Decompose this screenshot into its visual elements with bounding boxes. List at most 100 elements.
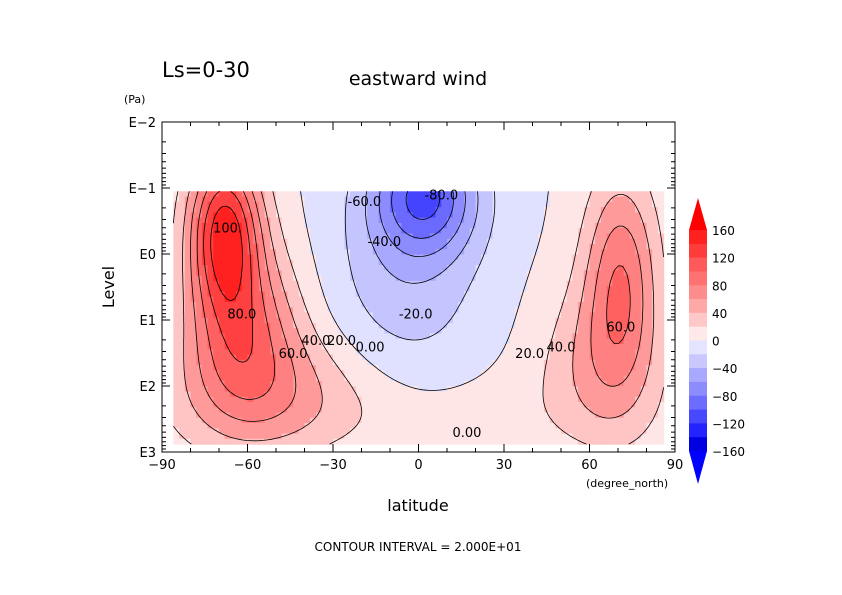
- field-cell: [646, 312, 653, 319]
- field-cell: [572, 254, 579, 261]
- field-cell: [372, 433, 380, 440]
- field-cell: [333, 349, 340, 356]
- field-cell: [657, 301, 665, 308]
- field-cell: [315, 333, 323, 340]
- field-cell: [196, 438, 203, 445]
- field-cell: [219, 238, 226, 245]
- field-cell: [458, 312, 465, 319]
- field-cell: [486, 265, 494, 271]
- field-cell: [298, 333, 306, 340]
- field-cell: [327, 233, 334, 240]
- field-cell: [532, 417, 539, 424]
- field-cell: [412, 286, 420, 292]
- field-cell: [196, 222, 203, 229]
- field-cell: [521, 312, 528, 319]
- field-cell: [179, 328, 186, 335]
- field-cell: [612, 317, 619, 324]
- field-cell: [549, 349, 556, 356]
- field-cell: [509, 217, 516, 224]
- field-cell: [173, 280, 180, 287]
- field-cell: [595, 370, 602, 377]
- field-cell: [612, 196, 619, 203]
- field-cell: [458, 191, 465, 198]
- field-cell: [629, 291, 636, 298]
- field-cell: [441, 333, 448, 340]
- field-cell: [190, 328, 197, 335]
- field-cell: [407, 243, 414, 250]
- field-cell: [646, 354, 653, 361]
- field-cell: [526, 275, 534, 282]
- field-cell: [623, 207, 630, 213]
- field-cell: [492, 338, 499, 345]
- field-cell: [481, 317, 488, 324]
- field-cell: [196, 291, 203, 298]
- field-cell: [258, 401, 266, 408]
- field-cell: [612, 375, 619, 382]
- field-cell: [572, 333, 579, 340]
- field-cell: [464, 243, 471, 250]
- plot-area: 100.80.060.040.020.0 0.00-60.0 -80.0-40.0-…: [129, 116, 684, 473]
- field-cell: [589, 328, 596, 335]
- field-cell: [555, 191, 562, 198]
- field-cell: [241, 354, 249, 361]
- field-cell: [418, 417, 425, 424]
- field-cell: [589, 243, 596, 250]
- field-cell: [452, 280, 459, 287]
- field-cell: [469, 338, 477, 345]
- field-cell: [190, 412, 197, 419]
- field-cell: [600, 243, 608, 250]
- field-cell: [361, 322, 368, 329]
- field-cell: [390, 243, 397, 250]
- field-cell: [253, 233, 260, 240]
- field-cell: [361, 428, 368, 435]
- field-cell: [264, 270, 271, 277]
- field-cell: [196, 328, 203, 335]
- field-cell: [184, 412, 192, 419]
- field-cell: [526, 322, 534, 329]
- field-cell: [572, 412, 579, 419]
- field-cell: [372, 201, 380, 208]
- field-cell: [401, 249, 408, 256]
- field-cell: [635, 359, 642, 366]
- field-cell: [201, 375, 209, 382]
- field-cell: [395, 201, 402, 208]
- field-cell: [304, 191, 311, 198]
- field-cell: [538, 417, 545, 424]
- field-cell: [464, 270, 471, 277]
- field-cell: [333, 270, 340, 277]
- field-cell: [361, 196, 368, 203]
- field-cell: [270, 307, 277, 314]
- field-cell: [367, 243, 374, 250]
- field-cell: [583, 270, 591, 277]
- field-cell: [333, 438, 340, 445]
- field-cell: [236, 370, 243, 377]
- field-cell: [435, 359, 442, 366]
- field-cell: [372, 270, 380, 277]
- field-cell: [258, 407, 266, 414]
- field-cell: [566, 401, 573, 408]
- field-cell: [504, 380, 511, 387]
- field-cell: [640, 317, 648, 324]
- field-cell: [310, 301, 317, 308]
- field-cell: [481, 338, 488, 345]
- field-cell: [390, 359, 397, 366]
- field-cell: [327, 433, 334, 440]
- field-cell: [629, 354, 636, 361]
- field-cell: [618, 301, 625, 308]
- field-cell: [201, 217, 209, 224]
- field-cell: [526, 317, 534, 324]
- field-cell: [629, 375, 636, 382]
- field-cell: [247, 349, 254, 356]
- colorbar-bin: [689, 312, 707, 328]
- field-cell: [498, 375, 505, 382]
- field-cell: [412, 365, 420, 371]
- field-cell: [219, 233, 226, 240]
- field-cell: [526, 359, 534, 366]
- field-cell: [247, 212, 254, 219]
- field-cell: [236, 354, 243, 361]
- field-cell: [355, 412, 363, 419]
- contour-label: -80.0: [424, 189, 458, 204]
- field-cell: [447, 222, 454, 229]
- field-cell: [549, 270, 556, 277]
